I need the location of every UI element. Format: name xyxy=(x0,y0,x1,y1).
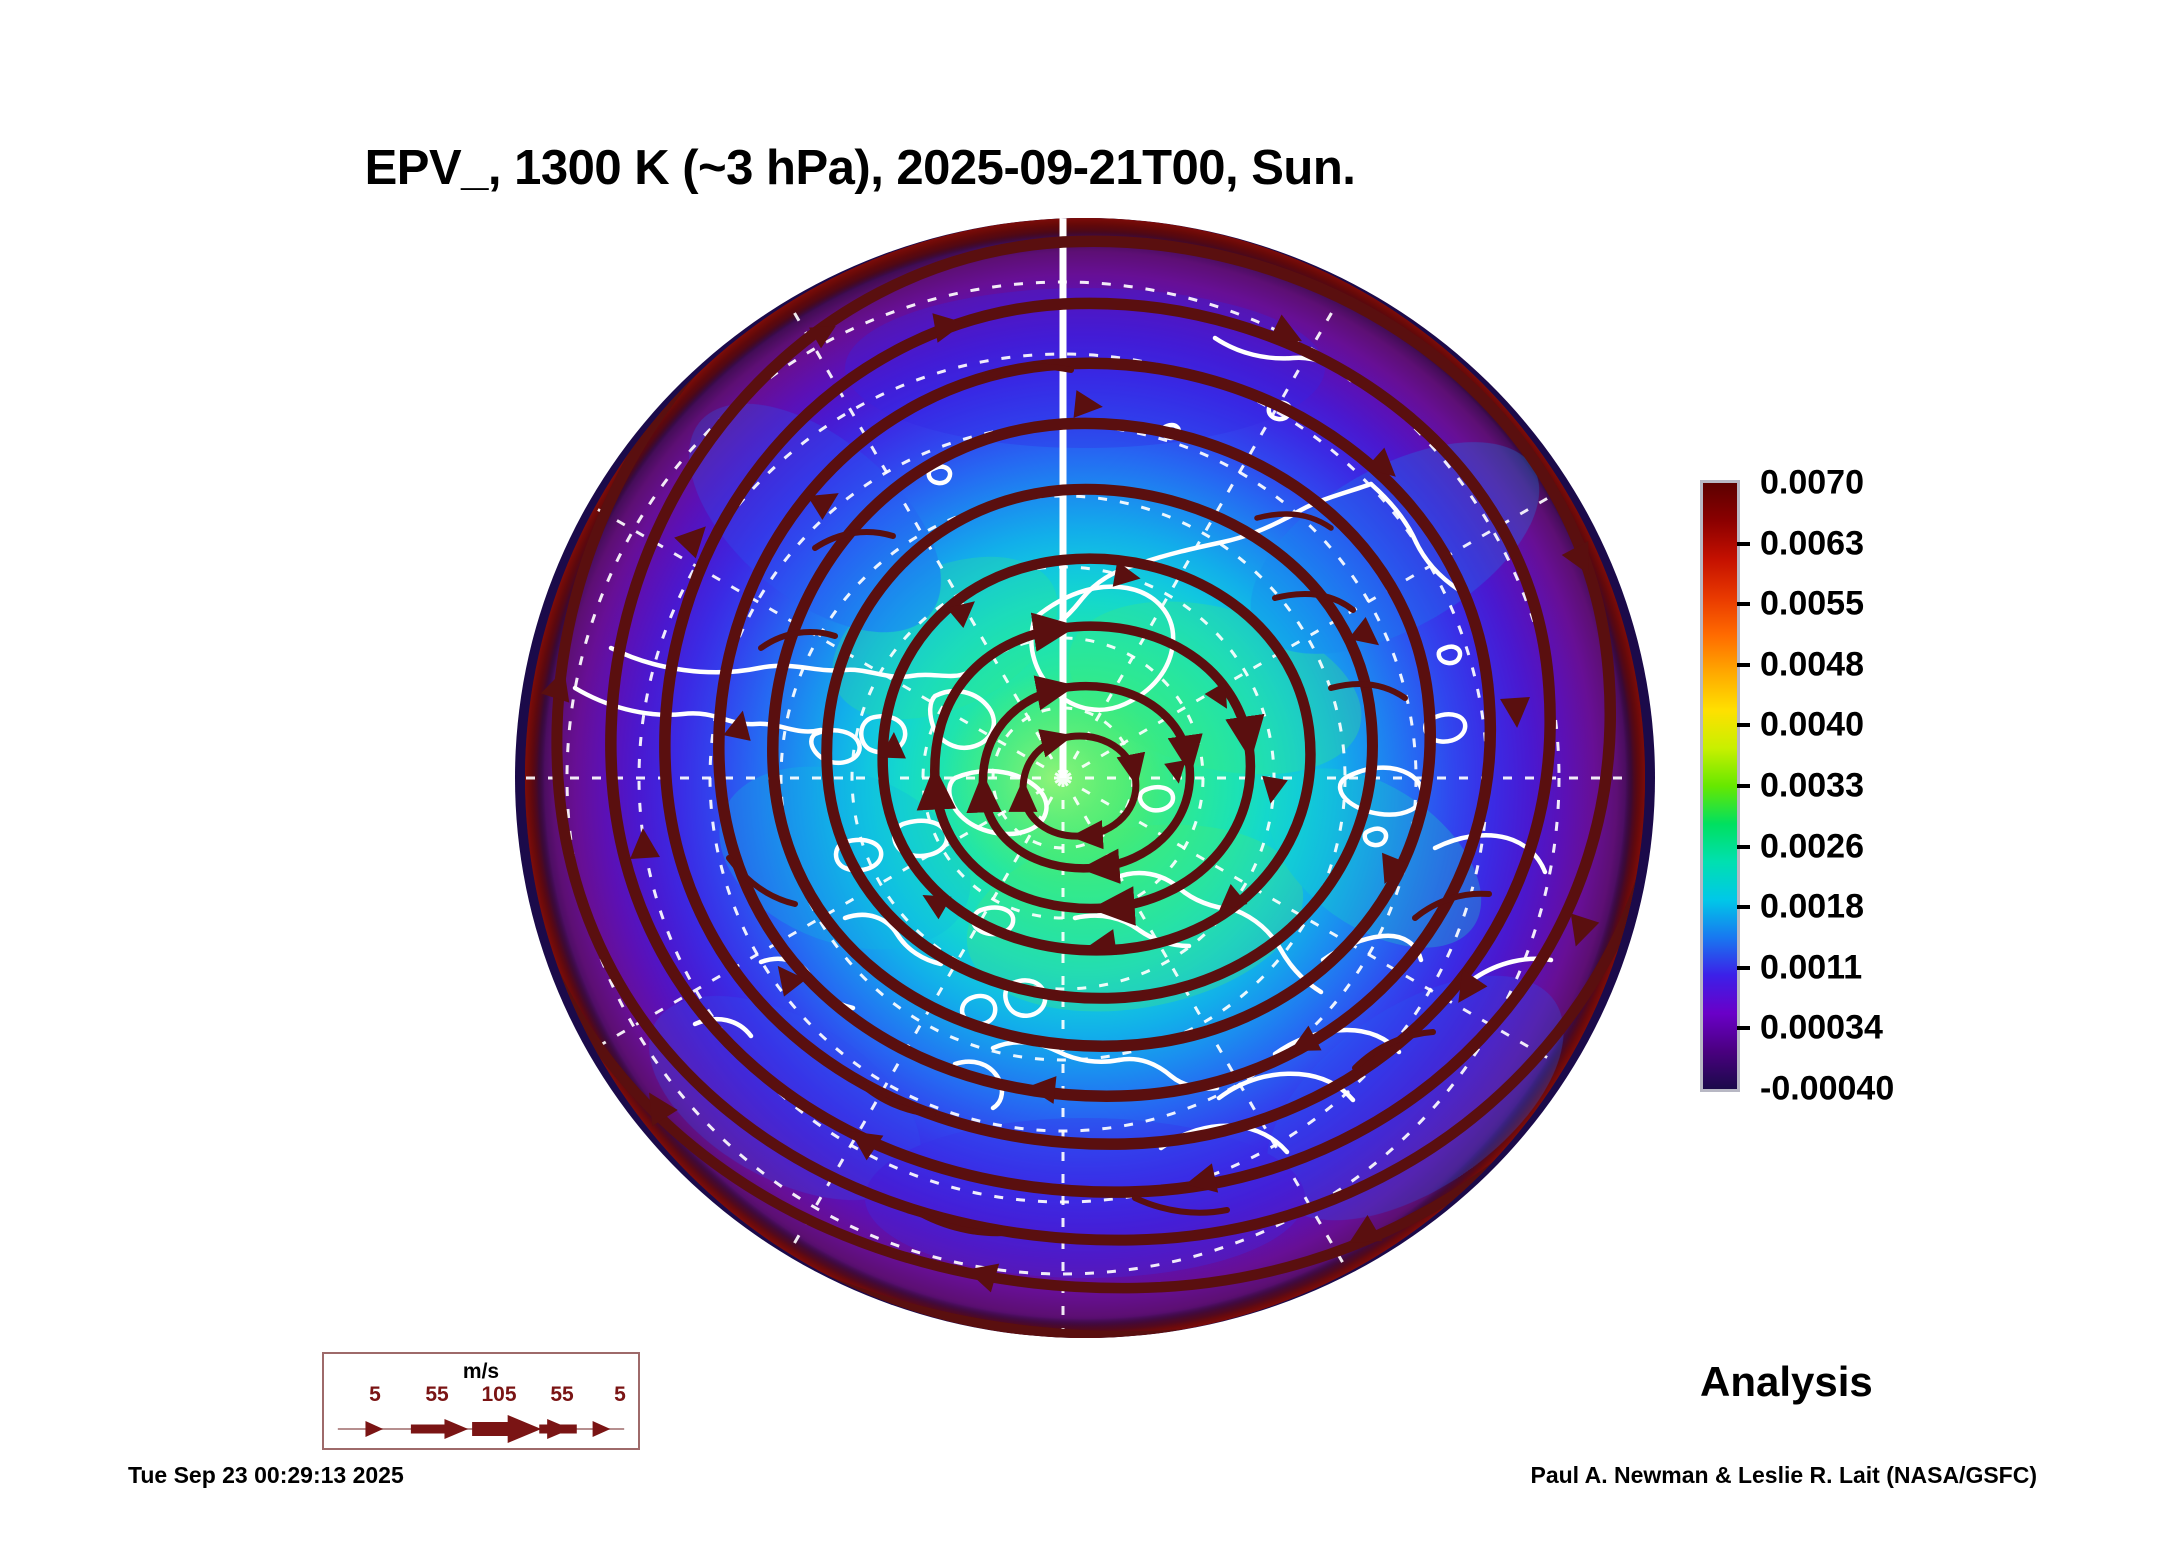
colorbar-tick xyxy=(1737,602,1750,607)
colorbar-tick-label: 0.0063 xyxy=(1760,524,1864,563)
wind-legend-tick-label: 55 xyxy=(550,1383,574,1406)
generation-timestamp: Tue Sep 23 00:29:13 2025 xyxy=(128,1462,404,1488)
colorbar-tick xyxy=(1737,1026,1750,1031)
colorbar-tick xyxy=(1737,541,1750,546)
analysis-label: Analysis xyxy=(1700,1358,1873,1405)
colorbar-tick xyxy=(1737,662,1750,667)
colorbar-tick-label: 0.0011 xyxy=(1760,948,1863,987)
colorbar-tick-label: -0.00040 xyxy=(1760,1069,1895,1108)
colorbar-tick-label: 0.0033 xyxy=(1760,766,1864,805)
polar-map-disc[interactable] xyxy=(515,218,1655,1338)
colorbar-tick-label: 0.0026 xyxy=(1760,827,1864,866)
wind-legend-tick-label: 105 xyxy=(481,1383,517,1406)
colorbar-tick-label: 0.0040 xyxy=(1760,705,1864,744)
colorbar-tick-label: 0.0048 xyxy=(1760,645,1864,684)
colorbar-tick-label: 0.0055 xyxy=(1760,584,1864,623)
wind-legend-tick-label: 55 xyxy=(425,1383,449,1406)
wind-legend-tick-label: 5 xyxy=(369,1383,381,1406)
colorbar-gradient xyxy=(1703,483,1737,1089)
colorbar-tick-label: 0.0018 xyxy=(1760,887,1864,926)
colorbar-tick xyxy=(1737,723,1750,728)
page-title: EPV_, 1300 K (~3 hPa), 2025-09-21T00, Su… xyxy=(364,141,1356,195)
colorbar-bar[interactable] xyxy=(1700,480,1740,1092)
wind-legend-unit-label: m/s xyxy=(462,1360,500,1383)
author-credit: Paul A. Newman & Leslie R. Lait (NASA/GS… xyxy=(1530,1462,2037,1488)
colorbar: 0.0070 0.0063 0.0055 0.0048 0.0040 0.0033 0.00… xyxy=(1700,464,2120,1108)
colorbar-tick-label: 0.00034 xyxy=(1760,1008,1883,1047)
colorbar-tick-label: 0.0070 xyxy=(1760,463,1864,502)
colorbar-tick xyxy=(1737,784,1750,788)
wind-speed-legend: m/s 5 55 105 55 5 xyxy=(322,1352,640,1450)
colorbar-tick xyxy=(1737,965,1750,970)
polar-map-svg xyxy=(525,218,1645,1338)
wind-legend-arrow-scale xyxy=(337,1415,625,1443)
polar-map-panel xyxy=(515,218,1655,1338)
streamline-arrowheads xyxy=(540,313,1600,1293)
colorbar-tick xyxy=(1737,905,1750,910)
colorbar-tick xyxy=(1737,844,1750,849)
wind-legend-tick-label: 5 xyxy=(614,1383,626,1406)
